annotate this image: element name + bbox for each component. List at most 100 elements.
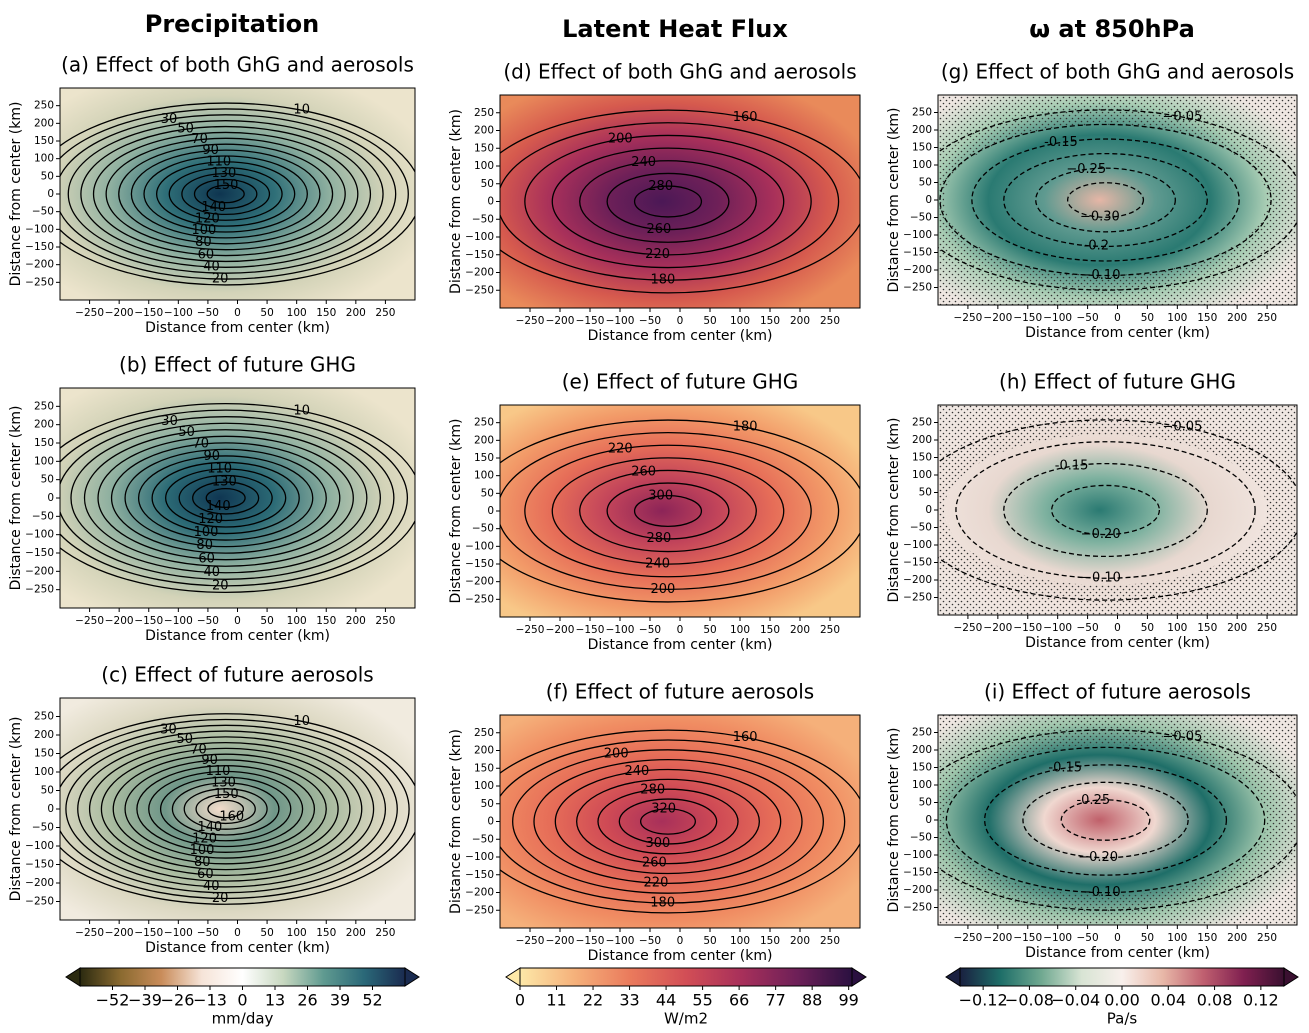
contour-label: −0.05	[1163, 110, 1203, 125]
contours	[60, 102, 415, 286]
contour-line	[192, 481, 260, 515]
colorbar-tick-label: 88	[802, 991, 822, 1010]
contour-line	[524, 134, 812, 269]
x-tick-label: −200	[546, 315, 575, 327]
x-tick-label: 0	[677, 315, 684, 327]
colorbar-label: W/m2	[664, 1010, 708, 1028]
x-tick-label: 150	[760, 624, 780, 636]
contour-label: 60	[197, 867, 214, 882]
x-tick-label: 200	[1227, 312, 1247, 324]
x-tick-label: −200	[983, 932, 1012, 944]
y-tick-label: 250	[34, 100, 54, 112]
contour-line	[137, 455, 314, 541]
contour-line	[579, 469, 757, 553]
contour-line	[155, 161, 296, 227]
x-tick-label: −200	[105, 615, 134, 627]
y-tick-label: 0	[487, 196, 494, 208]
contour-line	[60, 102, 415, 286]
contour-label: 20	[212, 578, 229, 593]
x-tick-label: 50	[703, 624, 716, 636]
contour-line	[971, 138, 1240, 262]
contour-line	[938, 419, 1297, 601]
y-tick-label: 250	[912, 727, 932, 739]
x-tick-label: −100	[164, 615, 193, 627]
contour-line	[551, 147, 785, 256]
contour-label: −0.25	[1066, 162, 1106, 177]
contour-line	[500, 739, 846, 904]
y-tick-label: 0	[47, 492, 54, 504]
colorbar-tick-label: −0.04	[1051, 991, 1100, 1010]
contour-label: 300	[645, 836, 670, 851]
contour-line	[1022, 781, 1189, 859]
y-tick-label: 150	[474, 142, 494, 154]
colorbar: 0 11 22 33 44 55 66 77 88 99 W/m2	[505, 967, 867, 1028]
x-tick-label: −250	[516, 935, 545, 947]
contour-line	[576, 778, 760, 865]
contour-label: 40	[203, 260, 220, 275]
x-tick-label: 50	[703, 315, 716, 327]
contour-line	[97, 435, 354, 561]
x-tick-label: −50	[1076, 622, 1098, 634]
y-tick-label: −50	[910, 522, 932, 534]
contour-label: 160	[733, 730, 758, 745]
x-tick-label: 200	[1227, 932, 1247, 944]
y-tick-label: 100	[34, 153, 54, 165]
contour-label: 300	[648, 489, 673, 504]
y-tick-label: −250	[25, 896, 54, 908]
panel-title: (d) Effect of both GhG and aerosols	[503, 60, 856, 84]
y-tick-label: 50	[481, 178, 494, 190]
x-axis-label: Distance from center (km)	[145, 940, 330, 956]
x-tick-label: 200	[790, 935, 810, 947]
contour-label: 80	[196, 538, 213, 553]
contour-line	[939, 123, 1272, 277]
contour-line	[151, 461, 300, 535]
y-tick-label: −150	[25, 547, 54, 559]
y-tick-label: −50	[32, 206, 54, 218]
x-tick-label: −200	[546, 624, 575, 636]
panel-title: (e) Effect of future GHG	[562, 370, 799, 394]
y-tick-label: −200	[25, 877, 54, 889]
x-tick-label: 50	[703, 935, 716, 947]
x-tick-label: −100	[1043, 932, 1072, 944]
contour-label: 140	[198, 820, 223, 835]
x-tick-label: −150	[134, 927, 163, 939]
colorbar-tick-label: −52	[96, 991, 130, 1010]
column-title: Latent Heat Flux	[562, 15, 788, 43]
contour-line	[60, 108, 409, 280]
contours	[938, 729, 1297, 911]
y-axis-label: Distance from center (km)	[448, 729, 464, 914]
panel: −0.05−0.10-0.15−0.20-0.25−250 −200 −150 −10…	[886, 680, 1298, 961]
x-tick-label: 150	[316, 615, 336, 627]
y-tick-label: −150	[25, 859, 54, 871]
contour-label: 150	[214, 787, 239, 802]
contour-label: 110	[206, 155, 231, 170]
y-tick-label: 150	[912, 142, 932, 154]
y-tick-label: 0	[47, 803, 54, 815]
contour-label: 10	[293, 404, 310, 419]
contour-line	[500, 122, 840, 281]
contour-line	[533, 759, 803, 884]
contour-label: 110	[206, 764, 231, 779]
contour-line	[206, 184, 245, 204]
contour-label: 240	[631, 155, 656, 170]
contour-line	[1003, 462, 1208, 558]
contour-line	[143, 155, 308, 233]
y-tick-label: 200	[474, 745, 494, 757]
y-tick-label: −200	[465, 887, 494, 899]
panel: −0.05−0.10-0.15-0.2−0.25−0.30−250 −200 −15…	[886, 60, 1298, 341]
contour-label: 20	[212, 272, 229, 287]
contour-label: 90	[201, 753, 218, 768]
x-tick-label: 0	[1114, 622, 1121, 634]
contour-line	[88, 741, 363, 877]
y-tick-label: −250	[25, 584, 54, 596]
y-tick-label: 100	[912, 779, 932, 791]
contour-line	[77, 736, 375, 882]
contour-label: 60	[198, 247, 215, 262]
x-tick-label: 0	[1114, 312, 1121, 324]
contour-line	[500, 432, 840, 590]
colorbar-tick-label: 66	[729, 991, 749, 1010]
y-tick-label: −150	[465, 249, 494, 261]
x-tick-label: −50	[197, 927, 219, 939]
contour-line	[205, 487, 246, 509]
